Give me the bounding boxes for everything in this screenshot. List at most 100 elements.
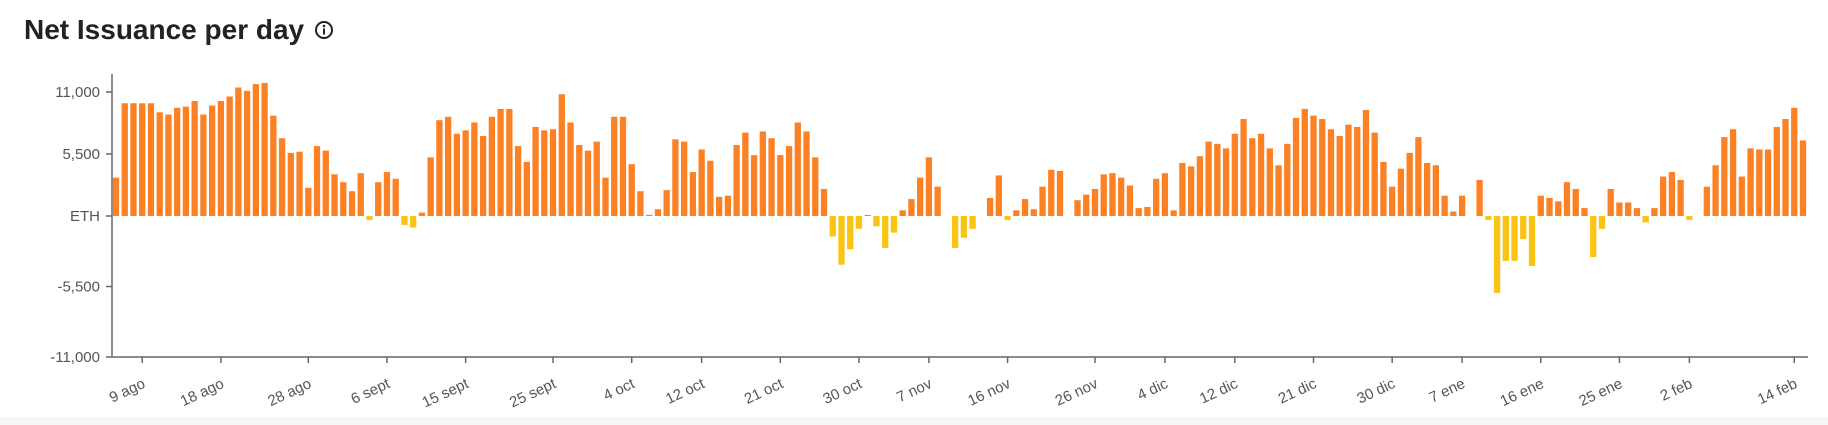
bar[interactable] [1354, 126, 1361, 216]
bar[interactable] [1703, 186, 1710, 216]
bar[interactable] [759, 131, 766, 216]
bar[interactable] [217, 101, 225, 216]
bar[interactable] [995, 175, 1002, 216]
bar[interactable] [418, 212, 426, 216]
bar[interactable] [1799, 140, 1807, 216]
bar[interactable] [1153, 178, 1160, 216]
bar[interactable] [112, 177, 120, 216]
bar[interactable] [794, 122, 801, 216]
bar[interactable] [174, 107, 181, 216]
bar[interactable] [925, 157, 933, 216]
bar[interactable] [410, 216, 417, 228]
bar[interactable] [593, 141, 600, 216]
bar[interactable] [445, 116, 452, 216]
bar[interactable] [1607, 188, 1614, 216]
bar[interactable] [960, 216, 968, 238]
bar[interactable] [654, 209, 662, 216]
bar[interactable] [1039, 186, 1046, 216]
bar[interactable] [182, 106, 190, 216]
bar[interactable] [890, 216, 898, 233]
bar[interactable] [1222, 148, 1230, 216]
bar[interactable] [1633, 208, 1641, 216]
bar[interactable] [628, 164, 635, 216]
bar[interactable] [1126, 185, 1134, 216]
bar[interactable] [1179, 163, 1186, 216]
bar[interactable] [777, 155, 784, 216]
bar[interactable] [1642, 216, 1649, 223]
bar[interactable] [497, 108, 504, 216]
bar[interactable] [1319, 119, 1326, 216]
bar[interactable] [873, 216, 880, 227]
bar[interactable] [1292, 117, 1300, 216]
bar[interactable] [681, 141, 688, 216]
bar[interactable] [348, 191, 356, 216]
bar[interactable] [899, 210, 906, 216]
bar[interactable] [1266, 148, 1273, 216]
bar[interactable] [986, 197, 994, 216]
bar[interactable] [1520, 216, 1527, 240]
bar[interactable] [864, 214, 871, 216]
bar[interactable] [672, 139, 679, 216]
bar[interactable] [1345, 124, 1352, 216]
bar[interactable] [296, 151, 303, 216]
bar[interactable] [689, 172, 697, 216]
bar[interactable] [514, 146, 522, 216]
bar[interactable] [1275, 165, 1282, 216]
bar[interactable] [1511, 216, 1518, 261]
bar[interactable] [1712, 165, 1719, 216]
bar[interactable] [1660, 176, 1667, 216]
bar[interactable] [357, 173, 364, 216]
bar[interactable] [1170, 210, 1177, 216]
bar[interactable] [1310, 115, 1317, 216]
bar[interactable] [750, 155, 758, 216]
bar[interactable] [130, 103, 137, 216]
bar[interactable] [1284, 143, 1291, 216]
bar[interactable] [1109, 173, 1116, 216]
bar[interactable] [541, 130, 548, 216]
bar[interactable] [1004, 216, 1011, 220]
bar[interactable] [1030, 209, 1037, 216]
bar[interactable] [951, 216, 959, 249]
bar[interactable] [768, 138, 775, 216]
bar[interactable] [812, 157, 819, 216]
bar[interactable] [576, 144, 583, 216]
bar[interactable] [1144, 206, 1151, 216]
bar[interactable] [803, 131, 810, 216]
bar[interactable] [139, 103, 146, 216]
bar[interactable] [1161, 173, 1169, 216]
bar[interactable] [1502, 216, 1509, 261]
bar[interactable] [619, 116, 627, 216]
bar[interactable] [191, 101, 198, 216]
bar[interactable] [1581, 208, 1588, 216]
bar[interactable] [156, 112, 163, 216]
bar[interactable] [1336, 135, 1343, 216]
bar[interactable] [1791, 107, 1798, 216]
bar[interactable] [1048, 169, 1055, 216]
bar[interactable] [742, 132, 749, 216]
bar[interactable] [1371, 132, 1378, 216]
bar[interactable] [1423, 163, 1431, 216]
bar[interactable] [1441, 195, 1448, 216]
bar[interactable] [1187, 166, 1195, 216]
bar[interactable] [1380, 161, 1387, 216]
bar[interactable] [1074, 200, 1081, 216]
bar[interactable] [969, 216, 976, 229]
bar[interactable] [663, 190, 670, 216]
bar[interactable] [506, 108, 513, 216]
bar[interactable] [1677, 179, 1684, 216]
bar[interactable] [287, 152, 294, 216]
bar[interactable] [427, 157, 434, 216]
bar[interactable] [785, 146, 793, 216]
bar[interactable] [646, 214, 653, 216]
bar[interactable] [1555, 201, 1562, 216]
bar[interactable] [637, 191, 644, 216]
bar[interactable] [602, 177, 609, 216]
bar[interactable] [331, 174, 338, 216]
bar[interactable] [549, 129, 557, 216]
bar[interactable] [1100, 174, 1107, 216]
bar[interactable] [1485, 216, 1492, 220]
bar[interactable] [1546, 197, 1553, 216]
bar[interactable] [383, 172, 391, 216]
bar[interactable] [1651, 208, 1658, 216]
bar[interactable] [375, 182, 382, 216]
